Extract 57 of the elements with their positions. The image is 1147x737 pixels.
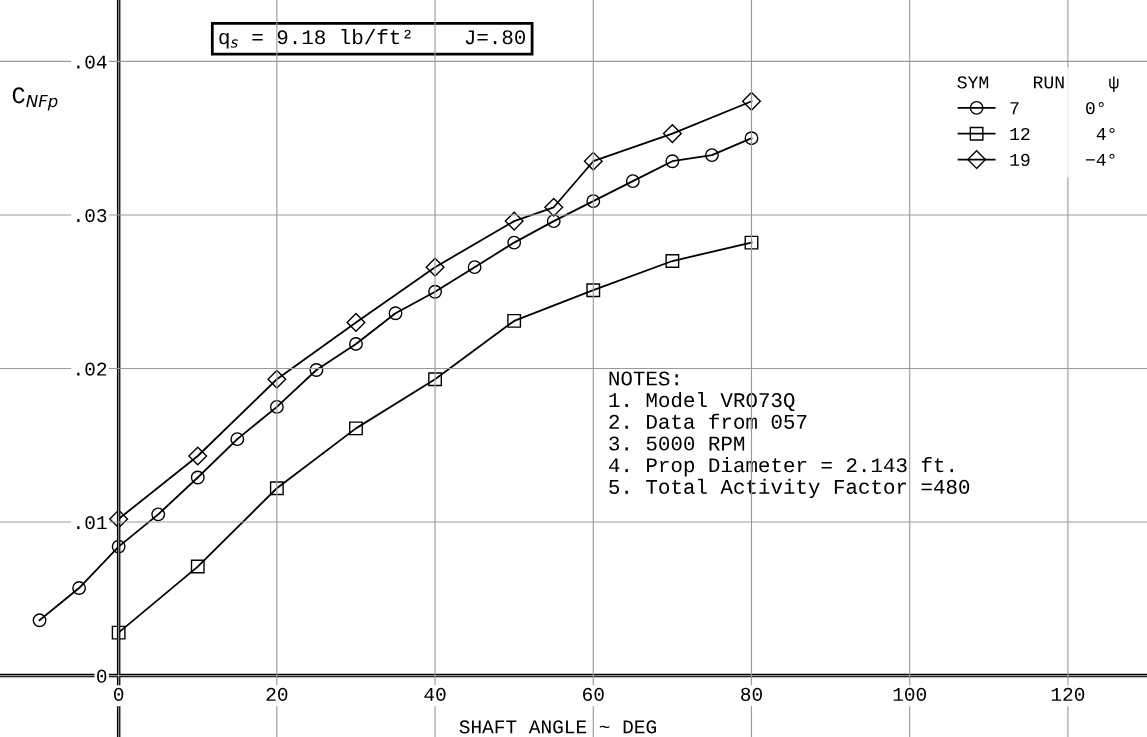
y-tick-label: .02: [77, 362, 107, 376]
point: [744, 235, 759, 250]
point: [507, 235, 522, 250]
legend-label: 12 4°: [1010, 127, 1115, 141]
point: [188, 446, 208, 466]
y-tick-label: .04: [77, 55, 107, 69]
point: [546, 214, 561, 229]
point: [109, 509, 129, 529]
point: [269, 399, 284, 414]
point: [269, 481, 284, 496]
point: [544, 197, 564, 217]
legend-label: 7 0°: [1010, 102, 1104, 115]
point: [583, 151, 603, 171]
point: [72, 581, 87, 596]
text: q$_{s}$ = 9.18 lb/ft² J=.80: [219, 29, 526, 49]
y-tick-label: .01: [77, 516, 107, 530]
x-tick-label: 0: [114, 687, 124, 701]
point: [428, 284, 443, 299]
point: [625, 174, 640, 189]
point: [425, 257, 445, 277]
point: [665, 154, 680, 169]
x-tick-label: 60: [583, 687, 604, 701]
legend-title: SYM RUN ψ: [957, 76, 1119, 93]
legend-label: 19 −4°: [1010, 153, 1115, 167]
point: [190, 559, 205, 574]
point: [190, 470, 205, 485]
x-tick-label: 20: [266, 687, 288, 701]
point: [388, 306, 403, 321]
x-tick-label: 80: [741, 687, 762, 701]
point: [744, 131, 759, 146]
point: [665, 254, 680, 268]
point: [267, 369, 287, 389]
x-tick-label: 40: [424, 687, 446, 701]
x-tick-label: 100: [893, 687, 926, 701]
x-tick-label: 120: [1051, 687, 1085, 701]
point: [741, 91, 762, 111]
point: [349, 336, 363, 351]
point: [151, 507, 166, 522]
x-axis-title: SHAFT ANGLE ~ DEG: [459, 720, 656, 734]
y-axis-title: C$_{NFp}$: [12, 87, 58, 111]
point: [349, 421, 363, 436]
y-tick-label: 0: [97, 669, 107, 683]
y-tick-label: .03: [77, 209, 107, 223]
point: [428, 372, 443, 387]
point: [111, 539, 126, 554]
point: [230, 432, 245, 447]
point: [504, 211, 524, 231]
point: [586, 283, 601, 298]
point: [586, 194, 601, 209]
point: [467, 260, 482, 275]
point: [32, 613, 47, 628]
point: [346, 312, 366, 332]
point: [704, 148, 719, 163]
point: [111, 625, 126, 640]
point: [309, 363, 324, 377]
point: [507, 313, 522, 328]
point: [662, 124, 682, 144]
